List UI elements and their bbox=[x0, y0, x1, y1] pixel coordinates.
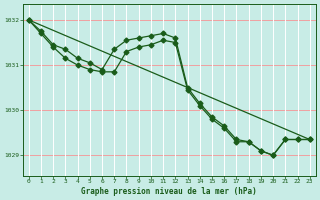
X-axis label: Graphe pression niveau de la mer (hPa): Graphe pression niveau de la mer (hPa) bbox=[81, 187, 257, 196]
